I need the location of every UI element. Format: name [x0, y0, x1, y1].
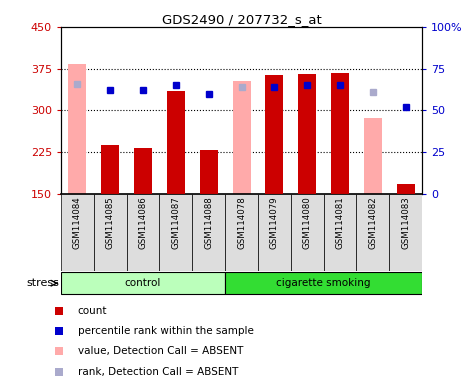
Text: GSM114088: GSM114088: [204, 196, 213, 249]
Text: GSM114083: GSM114083: [401, 196, 410, 249]
Text: GSM114081: GSM114081: [335, 196, 345, 249]
Text: count: count: [77, 306, 107, 316]
Text: GSM114087: GSM114087: [171, 196, 181, 249]
Text: GSM114079: GSM114079: [270, 196, 279, 249]
Bar: [356, 194, 389, 271]
Bar: [101, 146, 119, 194]
Bar: [159, 194, 192, 271]
Bar: [127, 194, 159, 271]
Text: percentile rank within the sample: percentile rank within the sample: [77, 326, 253, 336]
Bar: [167, 91, 185, 194]
Text: GSM114086: GSM114086: [138, 196, 148, 249]
Bar: [233, 81, 250, 194]
Text: stress: stress: [26, 278, 59, 288]
Text: GSM114082: GSM114082: [368, 196, 378, 249]
Bar: [331, 73, 349, 194]
Bar: [68, 64, 86, 194]
Bar: [265, 75, 283, 194]
Text: rank, Detection Call = ABSENT: rank, Detection Call = ABSENT: [77, 367, 238, 377]
Bar: [225, 272, 422, 295]
Bar: [200, 151, 218, 194]
Bar: [364, 118, 382, 194]
Bar: [61, 272, 225, 295]
Bar: [298, 74, 316, 194]
Bar: [324, 194, 356, 271]
Bar: [192, 194, 225, 271]
Text: value, Detection Call = ABSENT: value, Detection Call = ABSENT: [77, 346, 243, 356]
Bar: [61, 194, 94, 271]
Bar: [258, 194, 291, 271]
Text: GSM114080: GSM114080: [303, 196, 312, 249]
Text: GSM114084: GSM114084: [73, 196, 82, 249]
Text: cigarette smoking: cigarette smoking: [276, 278, 371, 288]
Text: GSM114085: GSM114085: [106, 196, 115, 249]
Bar: [225, 194, 258, 271]
Bar: [291, 194, 324, 271]
Text: control: control: [125, 278, 161, 288]
Bar: [389, 194, 422, 271]
Text: GSM114078: GSM114078: [237, 196, 246, 249]
Bar: [134, 148, 152, 194]
Bar: [94, 194, 127, 271]
Title: GDS2490 / 207732_s_at: GDS2490 / 207732_s_at: [162, 13, 321, 26]
Bar: [397, 184, 415, 194]
